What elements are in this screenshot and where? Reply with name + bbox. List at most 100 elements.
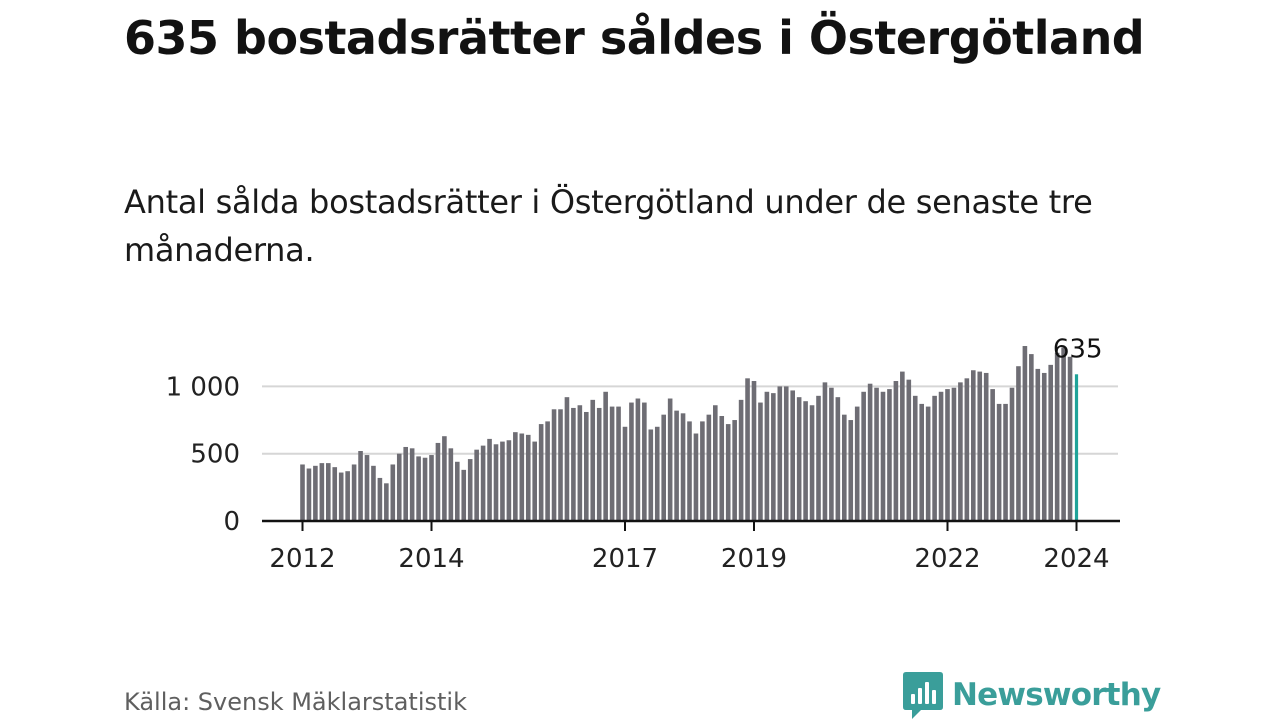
bar: [738, 399, 744, 521]
bar: [351, 464, 357, 521]
bar: [1016, 366, 1021, 521]
bar-chart: 0 500 1 000 635 2012 2014 2017 2019 2022 2024: [166, 334, 1120, 574]
bar: [667, 398, 673, 521]
y-tick-label: 0: [223, 507, 240, 537]
x-tick-label: 2019: [721, 544, 787, 574]
bar: [732, 420, 737, 521]
bar: [693, 433, 699, 521]
bar: [654, 426, 660, 521]
newsworthy-logo[interactable]: Newsworthy: [902, 670, 1161, 720]
bar: [971, 370, 976, 521]
bar: [919, 403, 924, 521]
bar: [1035, 368, 1041, 521]
bar-series: [300, 346, 1079, 521]
bar: [648, 429, 654, 521]
bar: [538, 424, 544, 521]
bar: [609, 406, 615, 521]
bar: [925, 406, 931, 521]
x-tick-label: 2017: [592, 544, 658, 574]
bar: [829, 387, 834, 521]
y-tick-label: 500: [190, 440, 240, 470]
bar: [680, 413, 686, 521]
bar: [713, 405, 718, 521]
bar: [506, 440, 512, 521]
bar: [790, 390, 795, 521]
bar: [584, 411, 589, 521]
bar: [571, 407, 576, 521]
bar: [1029, 354, 1034, 521]
chart-title: 635 bostadsrätter såldes i Östergötland: [124, 11, 1145, 65]
bar: [932, 395, 937, 521]
bar: [358, 451, 363, 521]
bar: [764, 391, 770, 521]
bar: [796, 397, 802, 521]
y-tick-label: 1 000: [166, 372, 240, 402]
axis-labels: 0 500 1 000 635 2012 2014 2017 2019 2022 2024: [166, 334, 1110, 574]
bar: [719, 416, 725, 521]
bar: [364, 455, 370, 521]
bar: [622, 426, 628, 521]
bar: [1041, 372, 1047, 521]
bar: [1054, 352, 1060, 521]
bar: [751, 381, 757, 521]
bar: [461, 469, 467, 521]
bar: [313, 465, 318, 521]
bar: [938, 391, 944, 521]
bar: [545, 421, 550, 521]
source-note: Källa: Svensk Mäklarstatistik: [124, 688, 467, 716]
bar: [964, 378, 970, 521]
bar: [977, 371, 983, 521]
bar: [403, 446, 408, 521]
bar: [945, 389, 950, 521]
bar: [1067, 356, 1073, 521]
bar: [467, 459, 473, 521]
bar: [854, 406, 860, 521]
bar: [674, 410, 679, 521]
bar: [345, 471, 350, 521]
bar: [783, 386, 789, 521]
bar: [558, 409, 563, 521]
bar: [319, 463, 325, 521]
bar: [700, 421, 705, 521]
bar: [551, 409, 557, 521]
bar: [306, 468, 312, 521]
bar: [906, 379, 912, 521]
latest-value-label: 635: [1053, 334, 1103, 364]
bar: [409, 448, 415, 521]
bar: [758, 402, 763, 521]
bar: [771, 393, 776, 521]
bar: [442, 436, 447, 521]
bar: [635, 398, 641, 521]
bar: [809, 405, 815, 521]
bar: [603, 391, 608, 521]
bar: [996, 403, 1002, 521]
bar: [848, 420, 854, 521]
bar: [493, 444, 499, 521]
bar: [416, 456, 421, 521]
bar: [577, 405, 583, 521]
bar: [1022, 346, 1028, 521]
bar: [951, 387, 957, 521]
bar: [300, 464, 305, 521]
bar: [835, 397, 841, 521]
bar: [384, 483, 389, 521]
bar: [1003, 403, 1008, 521]
bar: [519, 433, 525, 521]
bar: [590, 399, 596, 521]
bar: [1048, 364, 1053, 521]
bar: [912, 395, 918, 521]
bar: [983, 372, 989, 521]
bar: [803, 401, 808, 521]
bar: [661, 414, 666, 521]
bar: [422, 457, 428, 521]
bar: [377, 477, 383, 521]
bar: [513, 432, 518, 521]
bar: [429, 455, 434, 521]
bar: [861, 391, 866, 521]
bar: [474, 449, 479, 521]
newsworthy-chat-chart-icon: [903, 672, 943, 719]
bar: [596, 407, 602, 521]
bar: [867, 383, 873, 521]
bar: [500, 441, 505, 521]
bar: [616, 406, 621, 521]
